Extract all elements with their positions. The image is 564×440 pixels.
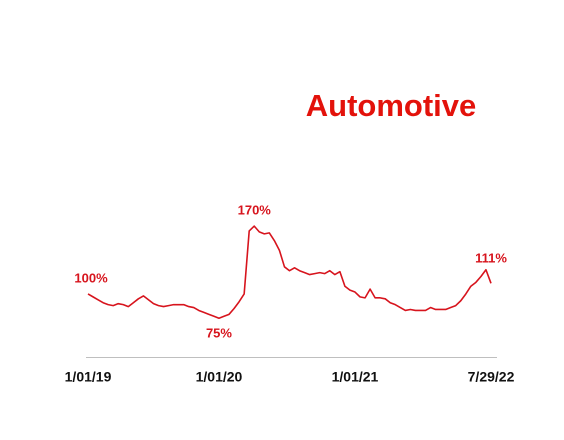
chart-title: Automotive bbox=[306, 88, 477, 123]
data-label: 75% bbox=[206, 326, 232, 341]
x-tick-label: 7/29/22 bbox=[468, 369, 515, 385]
line bbox=[87, 225, 492, 320]
x-tick-label: 1/01/20 bbox=[196, 369, 243, 385]
data-label: 170% bbox=[238, 203, 272, 218]
data-label: 111% bbox=[475, 251, 507, 266]
data-label: 100% bbox=[74, 270, 108, 285]
x-tick-label: 1/01/19 bbox=[65, 369, 112, 385]
x-tick-label: 1/01/21 bbox=[332, 369, 379, 385]
